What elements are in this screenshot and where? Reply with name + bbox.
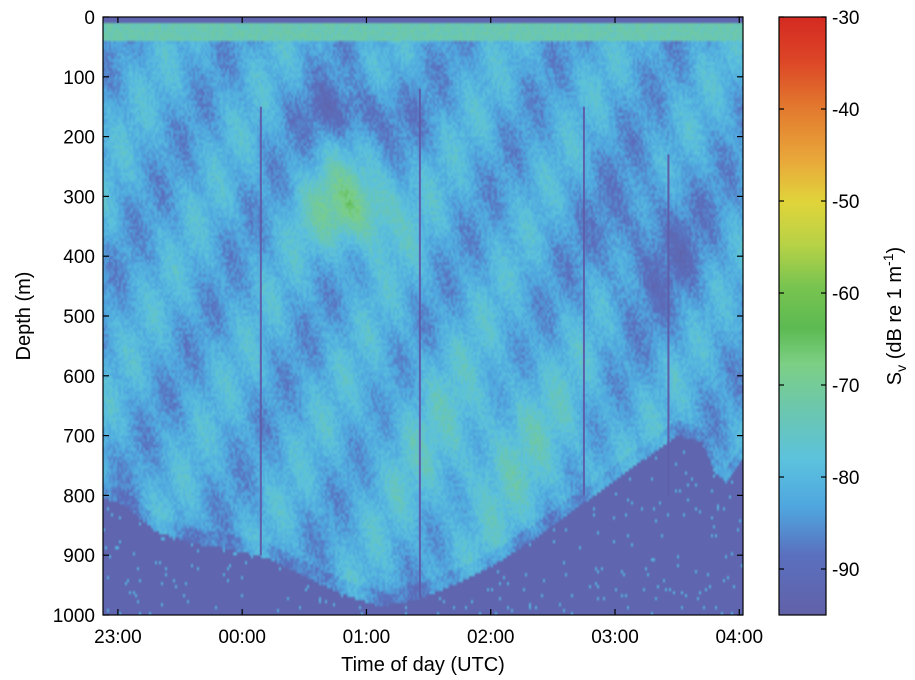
colorbar-label-sup: -1: [880, 253, 896, 266]
colorbar-label: Sv (dB re 1 m-1): [880, 247, 909, 385]
x-axis-label: Time of day (UTC): [341, 654, 505, 676]
colorbar-tick-label: -80: [832, 468, 859, 489]
colorbar-tick-label: -50: [832, 192, 859, 213]
colorbar-label-sub: v: [893, 365, 909, 372]
colorbar: -30 -40 -50 -60 -70 -80 -90 Sv (dB re 1 m-1): [778, 8, 909, 616]
colorbar-label-base: S: [884, 372, 906, 385]
colorbar-frame: [778, 16, 827, 616]
colorbar-tick-label: -40: [832, 100, 859, 121]
colorbar-tick-label: -30: [832, 8, 859, 29]
x-tick-label: 03:00: [591, 627, 639, 648]
colorbar-tick-label: -70: [832, 376, 859, 397]
x-tick-label: 04:00: [715, 627, 763, 648]
x-axis: 23:00 00:00 01:00 02:00 03:00 04:00: [94, 17, 763, 648]
y-tick-label: 400: [63, 247, 95, 268]
y-tick-label: 700: [63, 427, 95, 448]
y-tick-label: 200: [63, 128, 95, 149]
x-tick-label: 02:00: [467, 627, 515, 648]
y-tick-label: 1000: [53, 606, 95, 627]
vertical-artifacts: [259, 88, 670, 598]
colorbar-gradient: [779, 17, 826, 615]
y-axis: 0 100 200 300 400 500 600 700 800 900 1000: [53, 8, 743, 627]
colorbar-ticks: -30 -40 -50 -60 -70 -80 -90: [779, 8, 859, 581]
y-tick-label: 300: [63, 187, 95, 208]
x-tick-label: 00:00: [218, 627, 266, 648]
colorbar-tick-label: -90: [832, 560, 859, 581]
y-tick-label: 500: [63, 307, 95, 328]
echogram-heatmap: [103, 17, 743, 615]
y-tick-label: 600: [63, 367, 95, 388]
colorbar-label-close: ): [884, 247, 906, 254]
y-tick-label: 100: [63, 68, 95, 89]
colorbar-label-text: (dB re 1 m: [884, 266, 906, 365]
x-tick-label: 23:00: [94, 627, 142, 648]
colorbar-tick-label: -60: [832, 284, 859, 305]
y-tick-label: 0: [84, 8, 95, 29]
y-axis-label: Depth (m): [13, 272, 35, 361]
plot-area: [102, 16, 744, 616]
y-tick-label: 800: [63, 486, 95, 507]
x-tick-label: 01:00: [343, 627, 391, 648]
y-tick-label: 900: [63, 546, 95, 567]
